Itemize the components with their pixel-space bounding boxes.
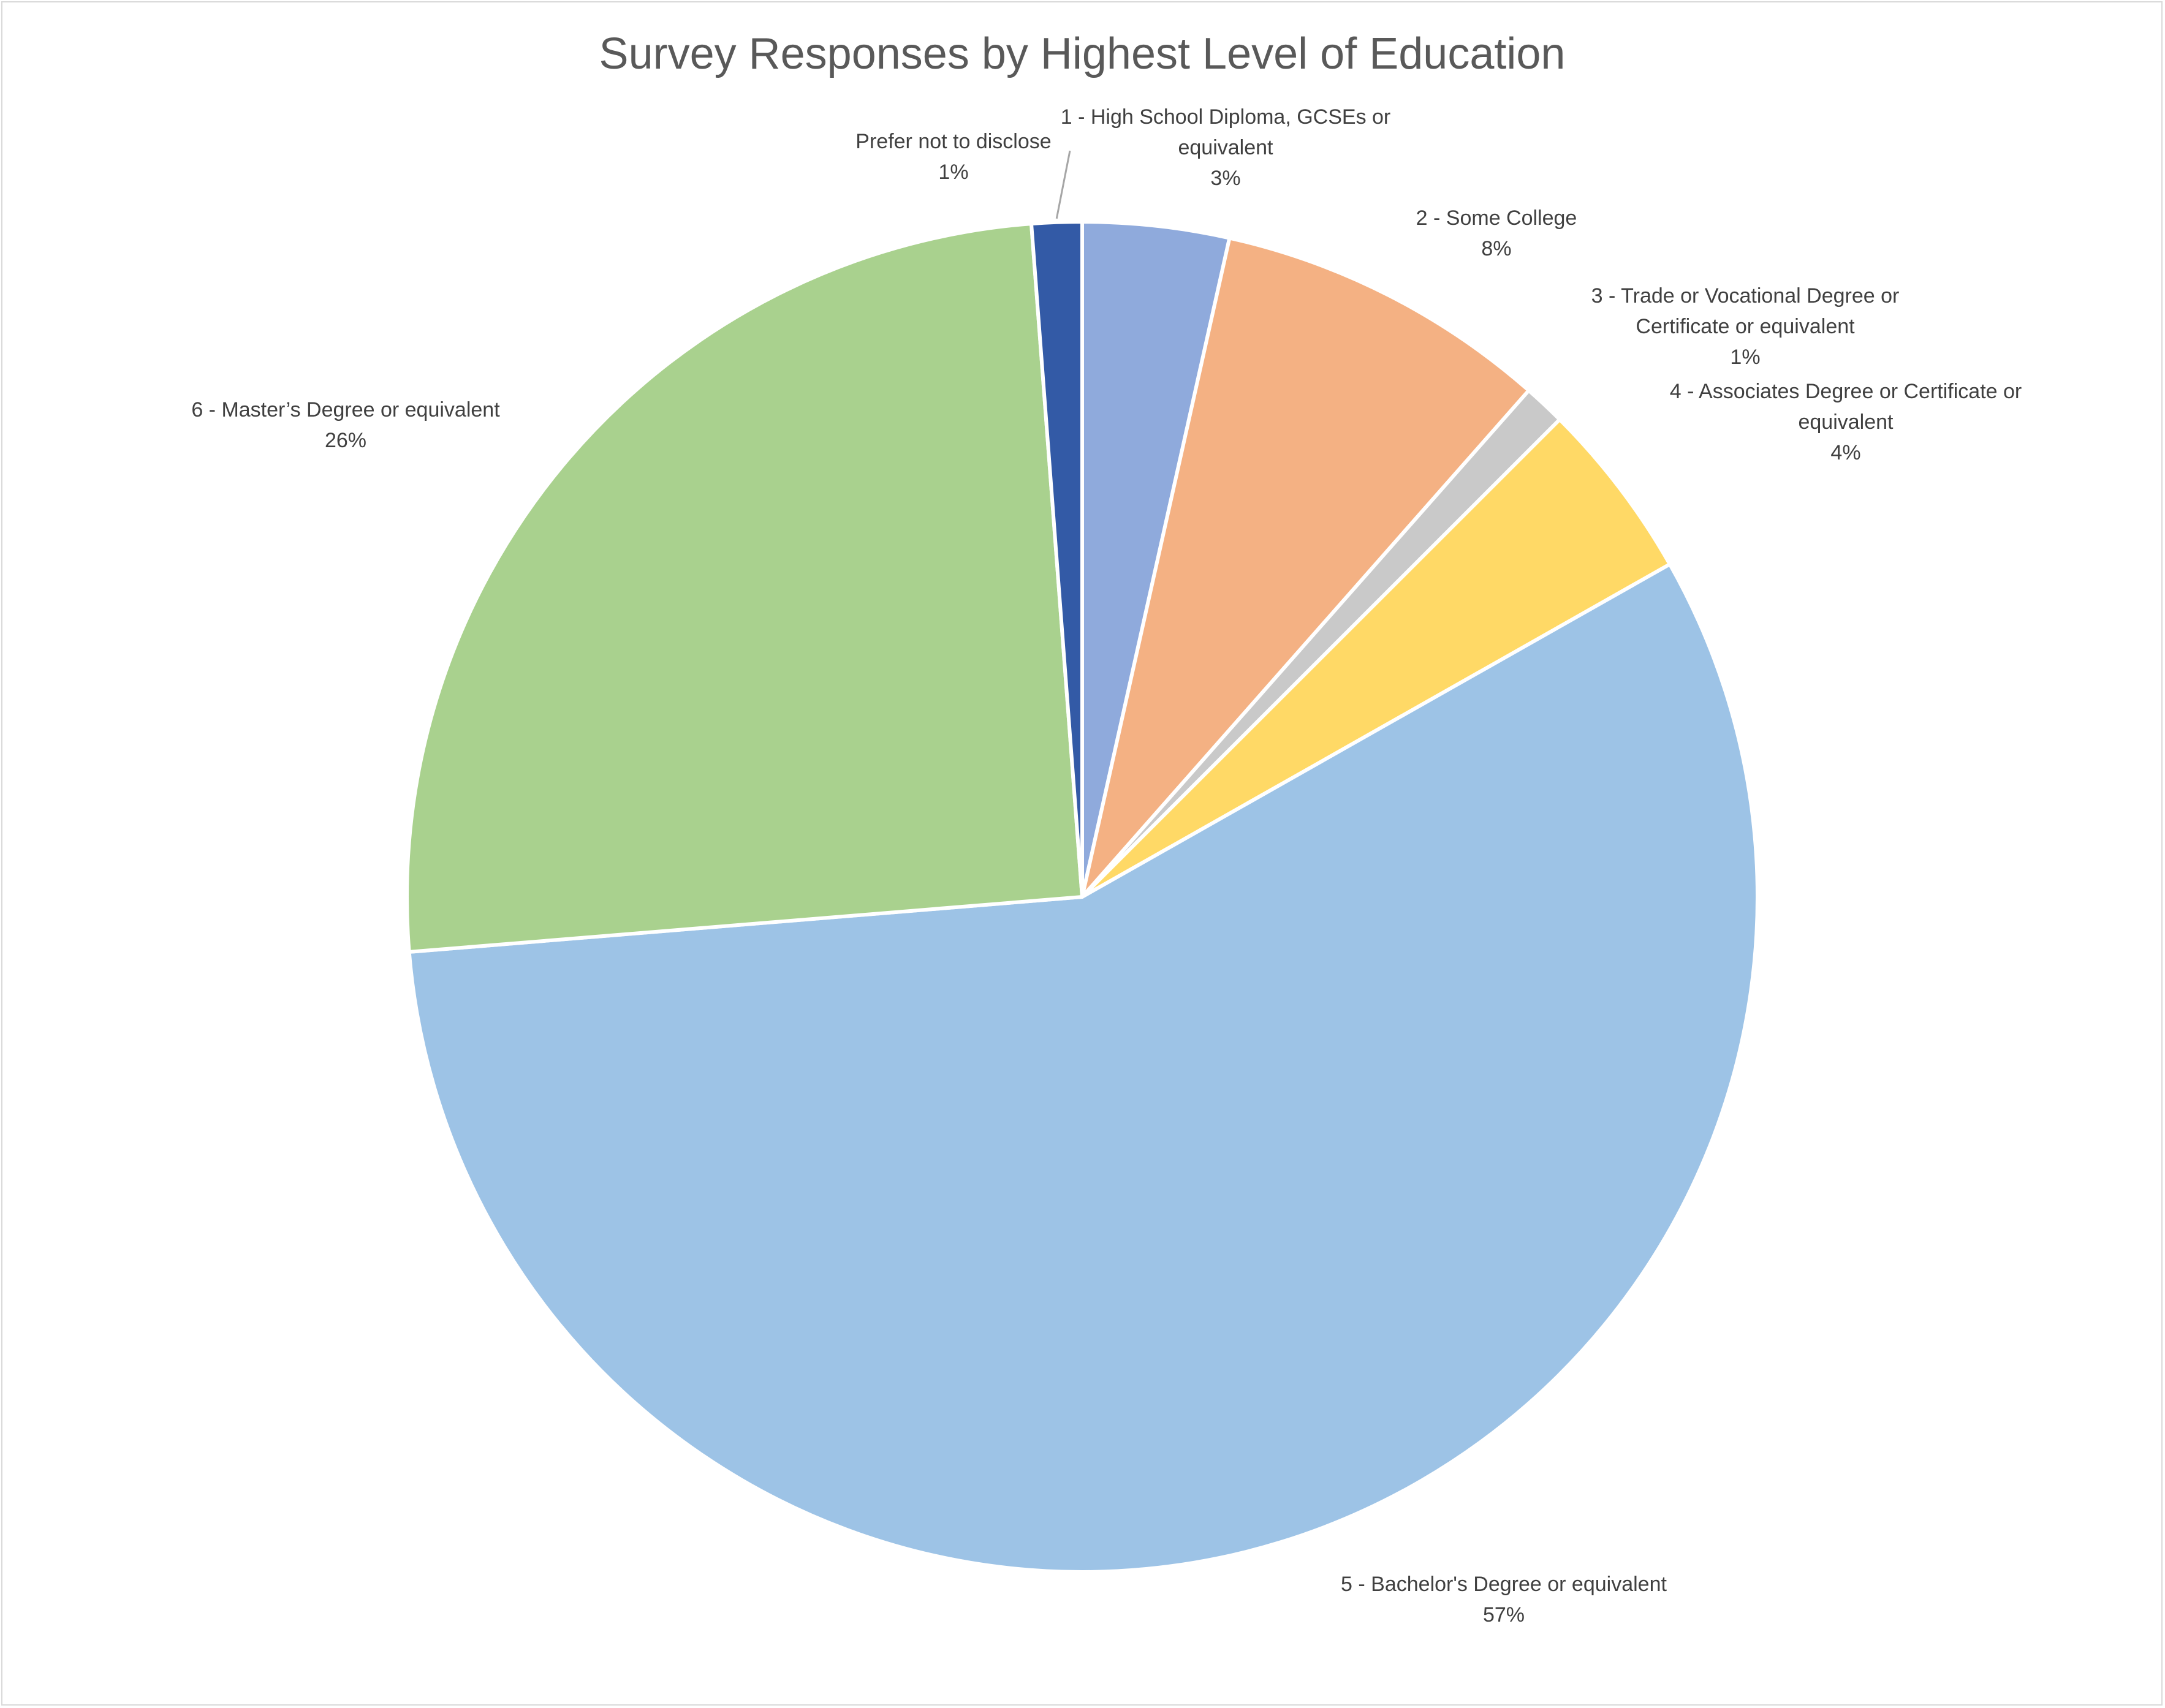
- leader-line: [1055, 150, 1071, 219]
- chart-title: Survey Responses by Highest Level of Edu…: [599, 29, 1566, 78]
- slice-percent-label: 1%: [938, 161, 968, 184]
- slice-label: 2 - Some College 8%: [1416, 206, 1577, 260]
- slice-labels: 1 - High School Diploma, GCSEs or equival…: [191, 105, 2022, 1627]
- slice-category-label: Prefer not to disclose: [855, 130, 1051, 153]
- slice-category-label: 3 - Trade or Vocational Degree or: [1591, 284, 1900, 308]
- slice-percent-label: 57%: [1483, 1603, 1525, 1627]
- slice-category-label: 6 - Master’s Degree or equivalent: [191, 398, 500, 421]
- slice-category-label: 2 - Some College: [1416, 206, 1577, 230]
- slice-percent-label: 26%: [325, 429, 366, 452]
- slice-label: 5 - Bachelor's Degree or equivalent 57%: [1341, 1573, 1667, 1627]
- slice-label: 4 - Associates Degree or Certificate or e…: [1670, 380, 2022, 464]
- slice-percent-label: 4%: [1830, 441, 1860, 464]
- slice-category-label: 5 - Bachelor's Degree or equivalent: [1341, 1573, 1667, 1596]
- slice-category-label: equivalent: [1798, 410, 1894, 434]
- slice-percent-label: 1%: [1730, 346, 1760, 369]
- slice-percent-label: 8%: [1481, 237, 1511, 260]
- slice-percent-label: 3%: [1210, 167, 1240, 190]
- pie-slices: [405, 220, 1759, 1574]
- leader-lines: [1055, 150, 1071, 219]
- slice-category-label: 1 - High School Diploma, GCSEs or: [1061, 105, 1391, 129]
- pie-slice: [1080, 417, 1672, 899]
- slice-category-label: Certificate or equivalent: [1636, 315, 1855, 338]
- slice-label: 6 - Master’s Degree or equivalent 26%: [191, 398, 500, 452]
- pie-slice: [1029, 220, 1084, 899]
- slice-category-label: 4 - Associates Degree or Certificate or: [1670, 380, 2022, 403]
- slice-label: Prefer not to disclose 1%: [855, 130, 1051, 184]
- slice-label: 3 - Trade or Vocational Degree or Certifi…: [1591, 284, 1900, 369]
- pie-slice: [1080, 236, 1531, 899]
- pie-slice: [407, 562, 1759, 1574]
- slice-category-label: equivalent: [1178, 136, 1273, 159]
- slice-label: 1 - High School Diploma, GCSEs or equival…: [1061, 105, 1391, 190]
- pie-slice: [405, 222, 1084, 954]
